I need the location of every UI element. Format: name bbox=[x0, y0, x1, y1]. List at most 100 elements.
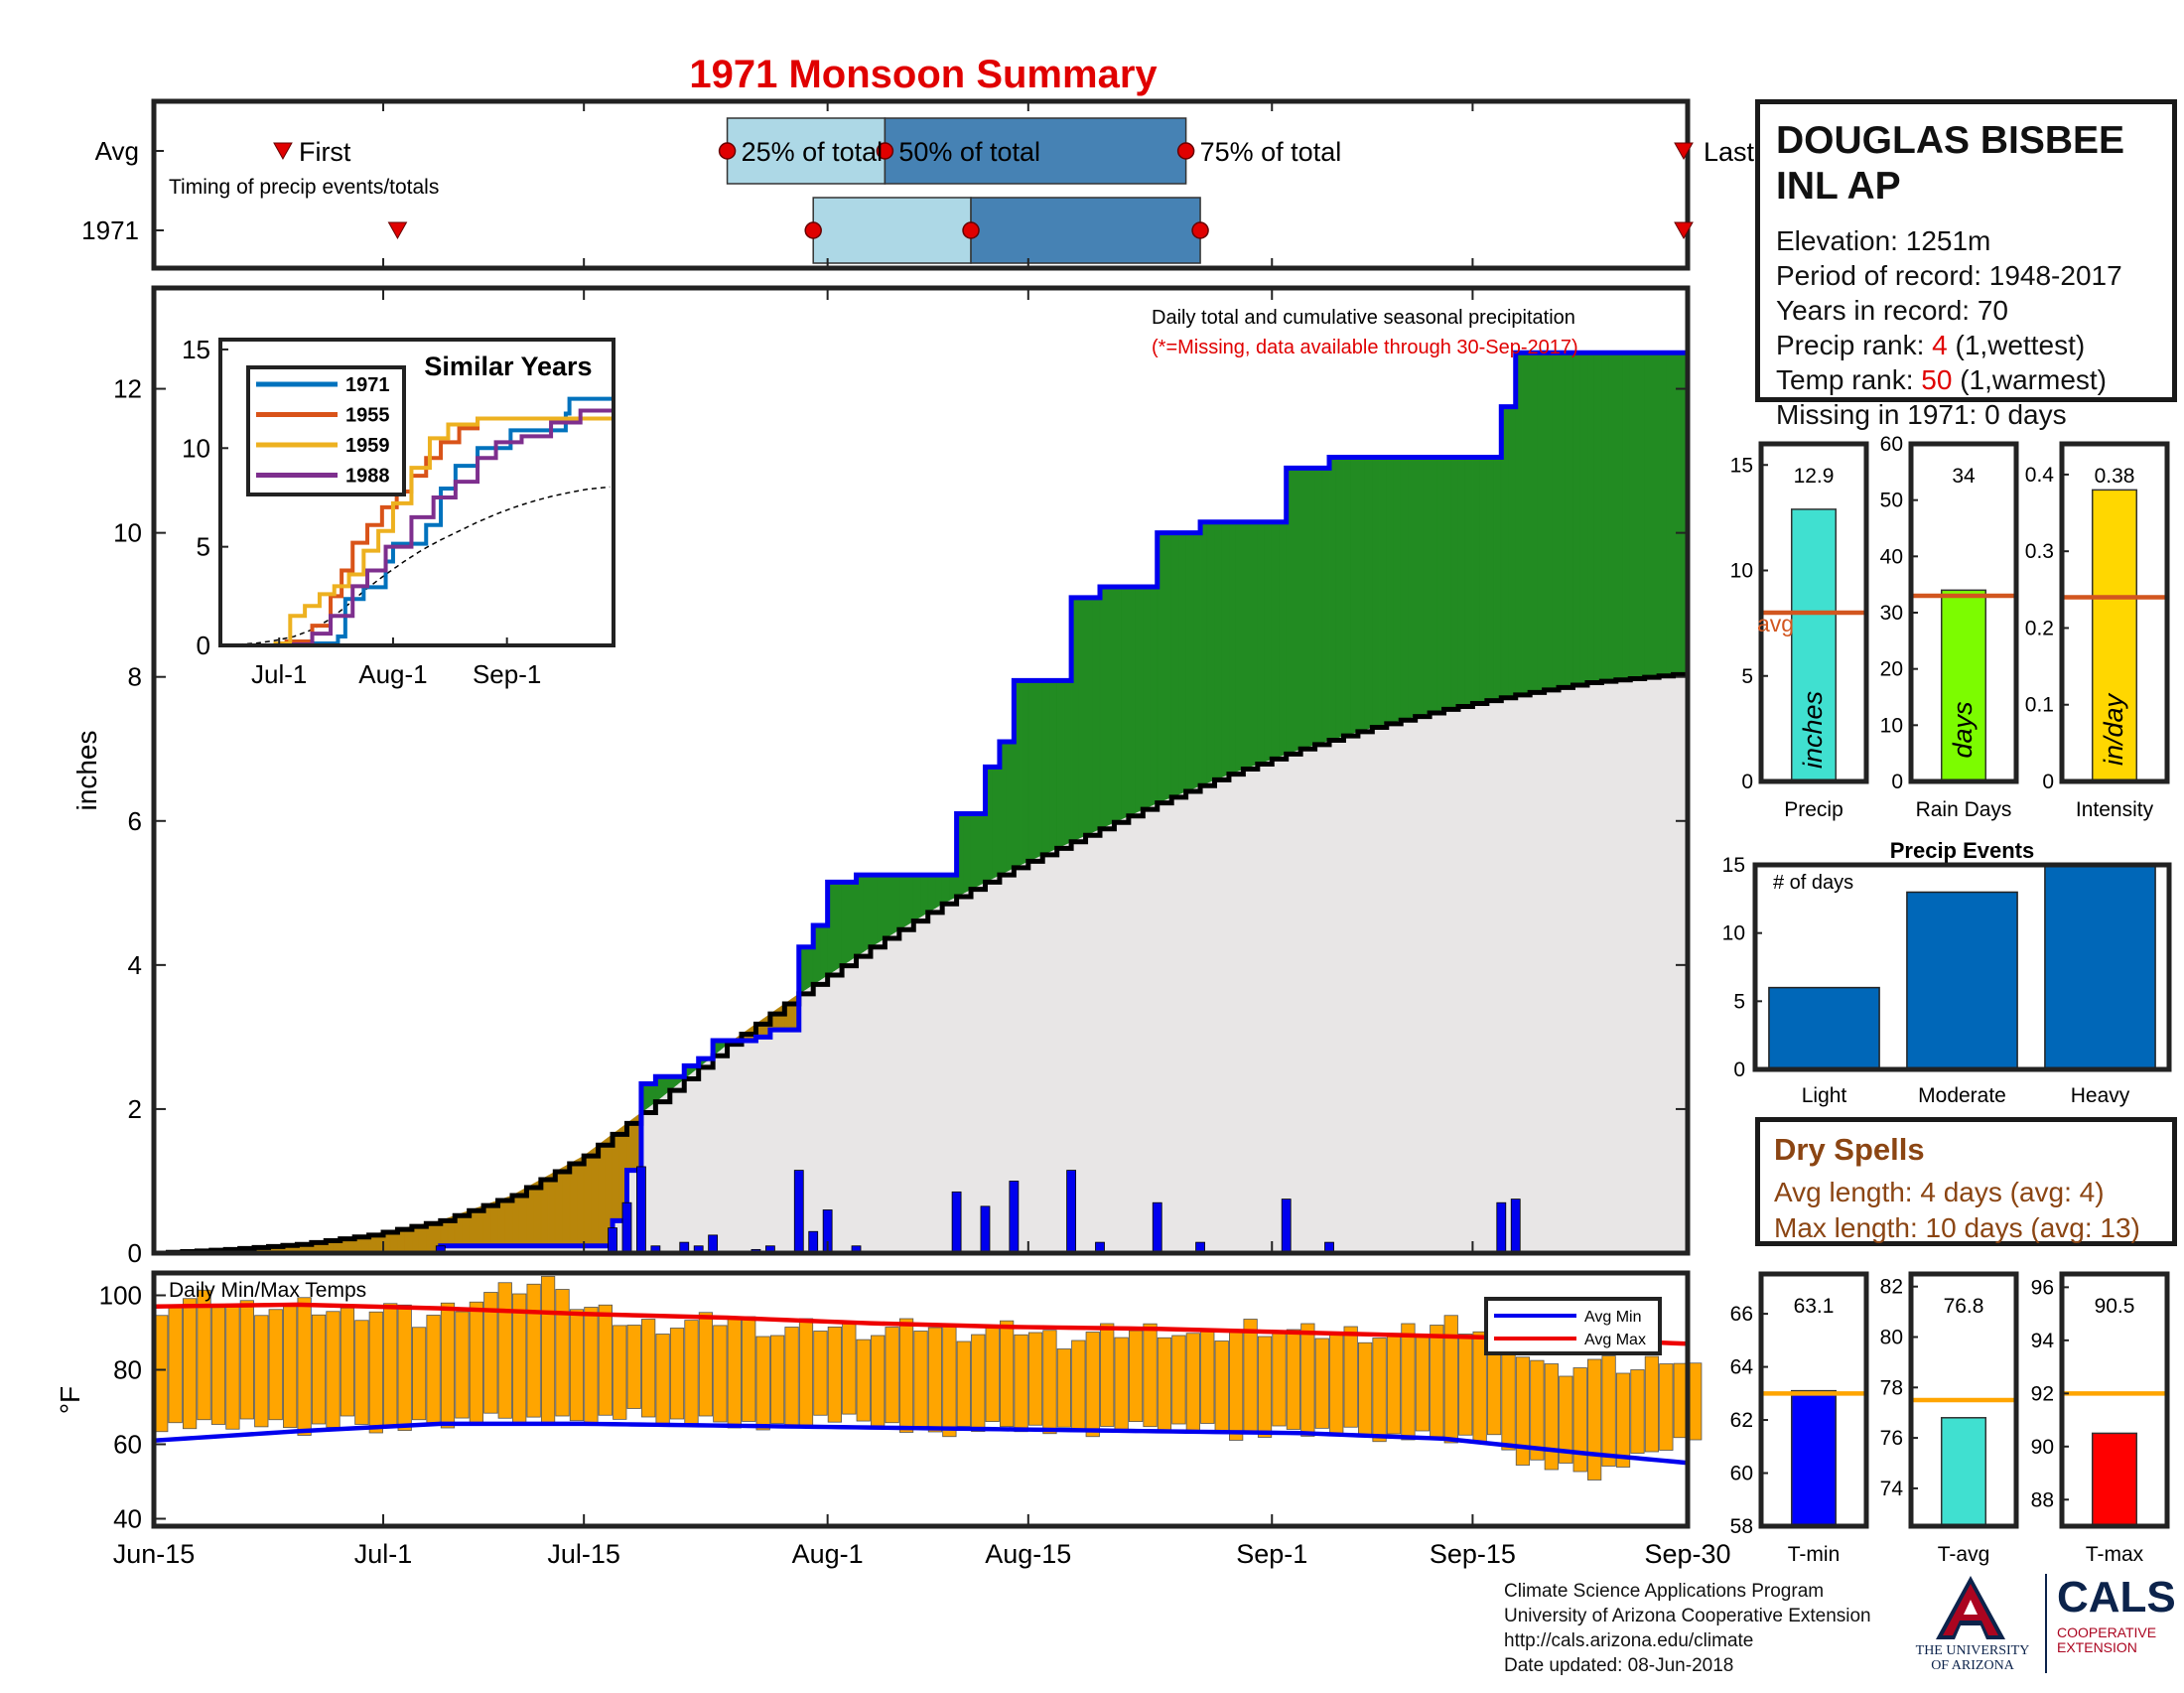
precip-ytick-label: 2 bbox=[128, 1094, 142, 1124]
above-average-fill bbox=[1587, 353, 1594, 682]
temp-summary-t-min-ytick-label: 64 bbox=[1730, 1356, 1754, 1379]
above-average-fill bbox=[1630, 353, 1637, 678]
daily-precip-bar bbox=[1153, 1202, 1161, 1253]
above-average-fill bbox=[1114, 587, 1121, 822]
above-average-fill bbox=[1343, 457, 1350, 736]
summary-intensity-xlabel: Intensity bbox=[2076, 798, 2154, 821]
daily-temp-bar bbox=[972, 1335, 985, 1432]
daily-temp-bar bbox=[1531, 1360, 1544, 1460]
above-average-fill bbox=[1365, 457, 1372, 729]
above-average-fill bbox=[1423, 457, 1430, 714]
timing-row-label-1971: 1971 bbox=[81, 215, 139, 245]
below-average-fill bbox=[548, 1172, 555, 1246]
date-xtick-label: Sep-30 bbox=[1644, 1539, 1730, 1569]
ua-logo-text-line2: OF ARIZONA bbox=[1913, 1658, 2032, 1673]
timing-label-first: First bbox=[299, 137, 351, 167]
temp-summary-t-min-ytick-label: 62 bbox=[1730, 1409, 1753, 1432]
inset-xtick-label: Aug-1 bbox=[358, 659, 427, 689]
cals-logo-text: CALS bbox=[2057, 1574, 2184, 1622]
ua-logo-text-line1: THE UNIVERSITY bbox=[1913, 1643, 2032, 1658]
temp-ylabel: °F bbox=[55, 1386, 85, 1414]
daily-temp-bar bbox=[1645, 1356, 1658, 1452]
precip-events-bar-heavy bbox=[2045, 865, 2155, 1069]
daily-temp-bar bbox=[799, 1319, 812, 1428]
daily-temp-bar bbox=[412, 1328, 425, 1420]
above-average-fill bbox=[1049, 680, 1056, 851]
credits-url[interactable]: http://cals.arizona.edu/climate bbox=[1504, 1628, 1871, 1653]
above-average-fill bbox=[1322, 468, 1329, 742]
above-average-fill bbox=[993, 767, 1000, 878]
daily-temp-bar bbox=[1244, 1320, 1257, 1435]
timing-subtitle: Timing of precip events/totals bbox=[169, 176, 439, 199]
temp-summary-t-max-ytick-label: 88 bbox=[2031, 1488, 2054, 1511]
inset-title: Similar Years bbox=[424, 352, 592, 381]
daily-temp-bar bbox=[169, 1307, 182, 1423]
temp-summary-t-max-ytick-label: 96 bbox=[2031, 1276, 2054, 1299]
above-average-fill bbox=[1186, 533, 1193, 791]
university-of-arizona-logo: THE UNIVERSITY OF ARIZONA bbox=[1921, 1574, 2020, 1673]
precip-events-ylabel: # of days bbox=[1773, 872, 1853, 894]
daily-temp-bar bbox=[1387, 1334, 1400, 1434]
daily-temp-bar bbox=[384, 1304, 397, 1427]
daily-temp-bar bbox=[527, 1284, 540, 1417]
timing-box-25-50 bbox=[813, 198, 971, 263]
daily-temp-bar bbox=[871, 1336, 884, 1428]
temp-summary-t-avg-ytick-label: 74 bbox=[1880, 1478, 1904, 1500]
above-average-fill bbox=[1151, 587, 1158, 806]
daily-temp-bar bbox=[943, 1325, 956, 1437]
temp-ytick-label: 100 bbox=[99, 1281, 142, 1311]
daily-temp-bar bbox=[427, 1316, 440, 1424]
above-average-fill bbox=[1078, 598, 1085, 839]
precip-ytick-label: 8 bbox=[128, 662, 142, 692]
summary-precip-value: 12.9 bbox=[1794, 465, 1835, 488]
above-average-fill bbox=[1035, 680, 1042, 858]
summary-intensity-ytick-label: 0.2 bbox=[2025, 617, 2054, 639]
daily-temp-bar bbox=[1115, 1338, 1128, 1432]
daily-temp-bar bbox=[1674, 1363, 1687, 1438]
above-average-fill bbox=[1236, 522, 1243, 772]
daily-temp-bar bbox=[556, 1290, 569, 1417]
daily-temp-bar bbox=[1689, 1363, 1702, 1440]
temp-summary-t-avg-ytick-label: 82 bbox=[1880, 1276, 1903, 1299]
summary-rain-days-value: 34 bbox=[1952, 465, 1976, 488]
inset-legend-label-1955: 1955 bbox=[345, 405, 390, 427]
above-average-fill bbox=[1666, 353, 1673, 675]
temp-rank-note: (1,warmest) bbox=[1952, 364, 2107, 395]
temp-legend-label-min: Avg Min bbox=[1584, 1309, 1642, 1326]
above-average-fill bbox=[1300, 468, 1307, 749]
above-average-fill bbox=[1243, 522, 1250, 770]
timing-marker-p75 bbox=[1178, 143, 1194, 159]
inset-ytick-label: 5 bbox=[197, 532, 210, 562]
above-average-fill bbox=[1064, 680, 1071, 845]
daily-temp-bar bbox=[770, 1336, 783, 1424]
above-average-fill bbox=[1251, 522, 1258, 767]
above-average-fill bbox=[820, 925, 827, 980]
above-average-fill bbox=[1351, 457, 1358, 734]
timing-box-50-75 bbox=[971, 198, 1200, 263]
station-name-line2: INL AP bbox=[1776, 164, 2163, 210]
summary-precip-ytick-label: 15 bbox=[1730, 454, 1753, 477]
daily-temp-bar bbox=[1043, 1331, 1056, 1434]
above-average-fill bbox=[1472, 457, 1479, 703]
daily-temp-bar bbox=[1086, 1333, 1099, 1437]
above-average-fill bbox=[1645, 353, 1652, 677]
daily-temp-bar bbox=[298, 1298, 311, 1436]
precip-note: Daily total and cumulative seasonal prec… bbox=[1152, 307, 1575, 329]
inset-xtick-label: Jul-1 bbox=[251, 659, 307, 689]
daily-temp-bar bbox=[1028, 1333, 1041, 1425]
dry-spells-box: Dry Spells Avg length: 4 days (avg: 4) M… bbox=[1755, 1117, 2177, 1246]
daily-temp-bar bbox=[1129, 1331, 1142, 1422]
daily-temp-bar bbox=[843, 1323, 856, 1414]
above-average-fill bbox=[1480, 457, 1487, 702]
above-average-fill bbox=[1394, 457, 1401, 722]
daily-temp-bar bbox=[899, 1319, 912, 1433]
above-average-fill bbox=[906, 875, 913, 925]
daily-temp-bar bbox=[1287, 1330, 1299, 1430]
credits-line1: Climate Science Applications Program bbox=[1504, 1579, 1871, 1604]
precip-rank-text: Precip rank: 4 (1,wettest) bbox=[1776, 330, 2085, 361]
daily-precip-bar bbox=[981, 1206, 990, 1253]
above-average-fill bbox=[1637, 353, 1644, 678]
daily-temp-bar bbox=[198, 1290, 210, 1420]
daily-precip-bar bbox=[1497, 1202, 1506, 1253]
